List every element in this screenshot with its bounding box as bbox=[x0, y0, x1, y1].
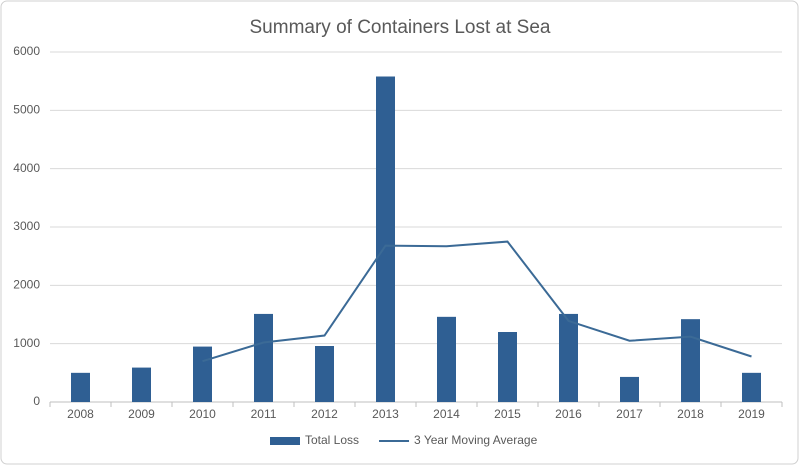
bar bbox=[254, 313, 273, 402]
bar bbox=[132, 367, 151, 402]
x-tick-label: 2010 bbox=[189, 407, 216, 421]
x-tick-label: 2018 bbox=[677, 407, 704, 421]
bar bbox=[71, 372, 90, 402]
y-tick-label: 0 bbox=[33, 394, 40, 408]
bar bbox=[498, 332, 517, 402]
chart-title: Summary of Containers Lost at Sea bbox=[250, 17, 551, 38]
bar bbox=[437, 316, 456, 402]
x-tick-label: 2013 bbox=[372, 407, 399, 421]
bar bbox=[620, 376, 639, 402]
x-tick-label: 2009 bbox=[128, 407, 155, 421]
bar bbox=[681, 319, 700, 402]
y-tick-label: 2000 bbox=[13, 278, 40, 292]
y-tick-label: 6000 bbox=[13, 44, 40, 58]
bar bbox=[559, 313, 578, 402]
bar bbox=[315, 346, 334, 402]
y-tick-label: 4000 bbox=[13, 161, 40, 175]
bar bbox=[742, 372, 761, 402]
x-tick-label: 2014 bbox=[433, 407, 460, 421]
x-tick-label: 2017 bbox=[616, 407, 643, 421]
line bbox=[202, 240, 752, 363]
y-tick-label: 3000 bbox=[13, 219, 40, 233]
x-tick-label: 2008 bbox=[67, 407, 94, 421]
legend-label: Total Loss bbox=[305, 433, 359, 447]
x-tick-label: 2016 bbox=[555, 407, 582, 421]
y-tick-label: 5000 bbox=[13, 103, 40, 117]
bar bbox=[193, 346, 212, 402]
legend-swatch bbox=[270, 437, 300, 445]
legend-label: 3 Year Moving Average bbox=[414, 433, 538, 447]
x-tick-label: 2011 bbox=[251, 407, 277, 421]
x-tick-label: 2019 bbox=[738, 407, 765, 421]
y-tick-label: 1000 bbox=[13, 336, 40, 350]
bar bbox=[376, 76, 395, 402]
x-tick-label: 2012 bbox=[311, 407, 338, 421]
x-tick-label: 2015 bbox=[494, 407, 521, 421]
